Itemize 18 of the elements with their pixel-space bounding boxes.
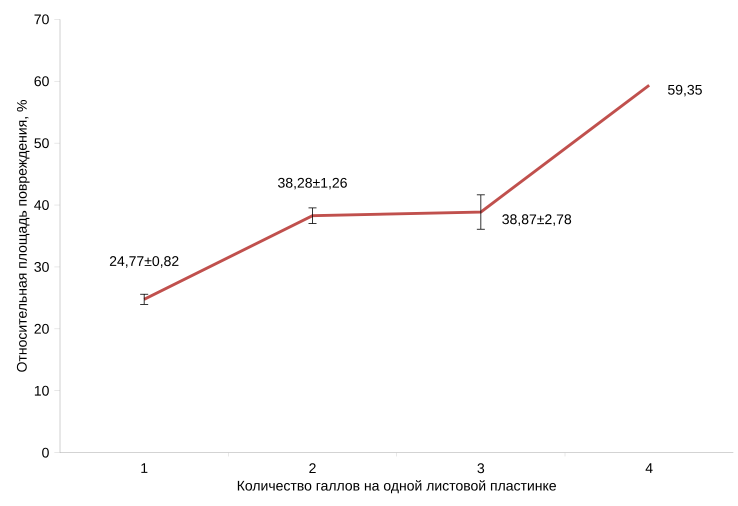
y-tick-label: 50 bbox=[34, 138, 49, 148]
y-axis-title: Относительная площадь повреждения, % bbox=[16, 100, 30, 372]
data-label: 59,35 bbox=[668, 84, 702, 96]
y-tick-label: 70 bbox=[34, 14, 49, 24]
x-tick-label: 4 bbox=[646, 463, 653, 473]
y-tick-label: 60 bbox=[34, 76, 49, 86]
data-label: 24,77±0,82 bbox=[110, 256, 178, 268]
x-tick-label: 1 bbox=[141, 463, 148, 473]
y-tick-label: 20 bbox=[34, 324, 49, 334]
x-tick-label: 2 bbox=[309, 463, 316, 474]
x-axis-title: Количество галлов на одной листовой пластинке bbox=[238, 480, 556, 494]
data-label: 38,87±2,78 bbox=[502, 214, 572, 226]
y-tick-label: 30 bbox=[34, 262, 49, 272]
y-tick-label: 40 bbox=[34, 200, 49, 210]
y-tick-label: 0 bbox=[42, 448, 49, 458]
y-tick-label: 10 bbox=[34, 386, 49, 396]
data-label: 38,28±1,26 bbox=[278, 178, 347, 190]
x-tick-label: 3 bbox=[477, 463, 484, 474]
